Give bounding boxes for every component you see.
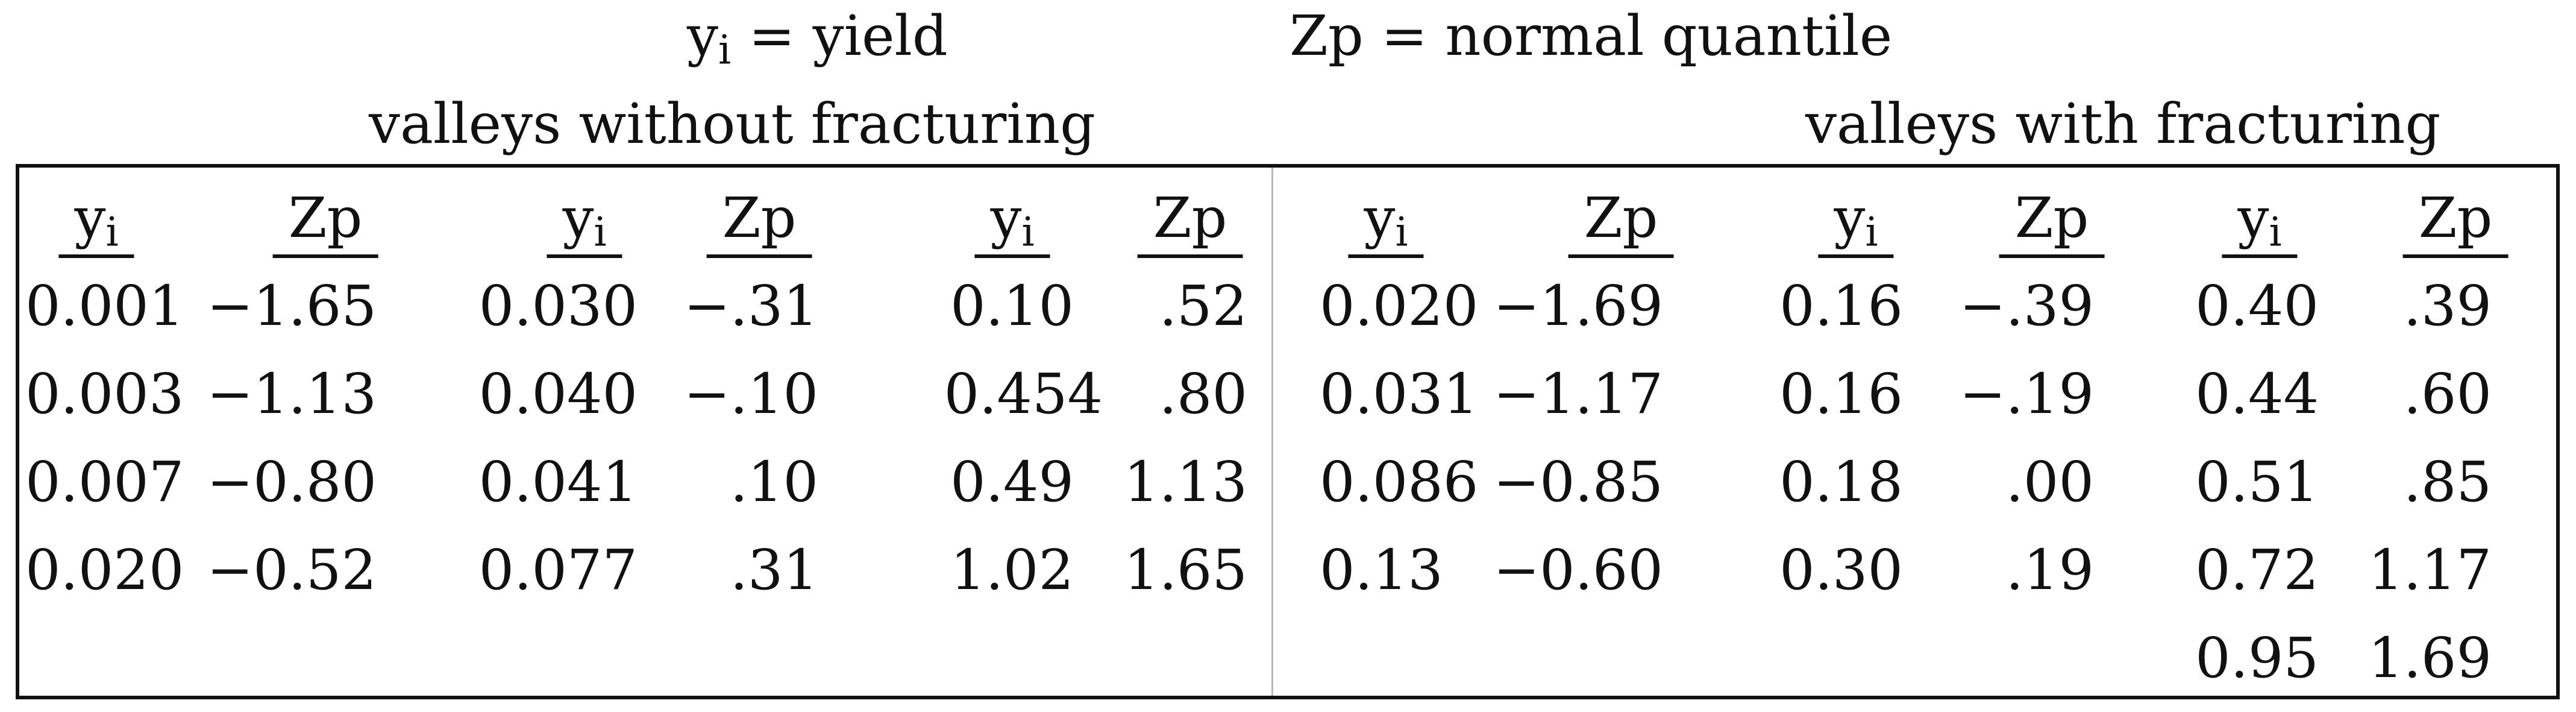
col6-zp-cell: .39 (2403, 274, 2492, 338)
col3-zp-cell: .52 (1159, 274, 1247, 338)
col4-yield-cell: 0.031 (1320, 362, 1479, 426)
col3-yield-cell: 0.10 (950, 274, 1074, 338)
col3-zp-cell: 1.65 (1124, 538, 1247, 602)
col1-yield-header: yi (58, 191, 134, 258)
yield-subscript: i (718, 27, 732, 74)
col4-yield-cell: 0.086 (1320, 450, 1479, 514)
col5-zp-header: Zp (1999, 191, 2105, 258)
col4-zp-cell: −0.85 (1493, 450, 1663, 514)
col2-yield-header: yi (547, 191, 622, 258)
col1-yield-cell: 0.001 (25, 274, 184, 338)
col6-zp-cell: .85 (2403, 450, 2492, 514)
col2-yield-cell: 0.040 (478, 362, 638, 426)
col4-zp-cell: −1.17 (1493, 362, 1663, 426)
col5-zp-cell: −.19 (1959, 362, 2094, 426)
col5-zp-cell: .00 (2005, 450, 2094, 514)
col1-yield-cell: 0.007 (25, 450, 184, 514)
group-divider (1271, 168, 1273, 696)
col4-zp-cell: −1.69 (1493, 274, 1663, 338)
group-title-with-fracturing: valleys with fracturing (1805, 92, 2441, 156)
col2-yield-cell: 0.041 (478, 450, 638, 514)
col6-yield-cell: 0.44 (2195, 362, 2319, 426)
quantile-legend: Zp = normal quantile (1290, 4, 1893, 68)
col3-zp-header: Zp (1137, 191, 1243, 258)
col1-zp-cell: −0.80 (207, 450, 377, 514)
col1-yield-cell: 0.003 (25, 362, 184, 426)
col5-yield-cell: 0.30 (1779, 538, 1903, 602)
col4-zp-header: Zp (1568, 191, 1674, 258)
col2-yield-cell: 0.030 (478, 274, 638, 338)
col5-zp-cell: −.39 (1959, 274, 2094, 338)
col6-zp-cell: 1.17 (2368, 538, 2492, 602)
yield-legend-text: = yield (731, 4, 948, 68)
col2-yield-cell: 0.077 (478, 538, 638, 602)
col4-zp-cell: −0.60 (1493, 538, 1663, 602)
yield-symbol: y (687, 4, 718, 68)
col4-yield-cell: 0.020 (1320, 274, 1479, 338)
data-table-frame (16, 164, 2560, 699)
col3-yield-cell: 1.02 (950, 538, 1074, 602)
col6-zp-cell: 1.69 (2368, 626, 2492, 690)
col6-zp-header: Zp (2402, 191, 2509, 258)
col1-zp-header: Zp (272, 191, 378, 258)
col5-yield-cell: 0.16 (1779, 362, 1903, 426)
col6-zp-cell: .60 (2403, 362, 2492, 426)
col6-yield-header: yi (2222, 191, 2298, 258)
col3-yield-header: yi (974, 191, 1050, 258)
col2-zp-cell: .10 (730, 450, 818, 514)
col1-zp-cell: −1.65 (207, 274, 377, 338)
col5-yield-cell: 0.16 (1779, 274, 1903, 338)
col2-zp-cell: −.31 (683, 274, 818, 338)
col2-zp-cell: −.10 (683, 362, 818, 426)
col6-yield-cell: 0.72 (2195, 538, 2319, 602)
col3-yield-cell: 0.49 (950, 450, 1074, 514)
col5-yield-header: yi (1818, 191, 1894, 258)
col1-zp-cell: −1.13 (207, 362, 377, 426)
col1-zp-cell: −0.52 (207, 538, 377, 602)
col3-zp-cell: .80 (1159, 362, 1247, 426)
col4-yield-header: yi (1348, 191, 1424, 258)
col5-yield-cell: 0.18 (1779, 450, 1903, 514)
yield-legend: yi = yield (687, 8, 948, 71)
col4-yield-cell: 0.13 (1320, 538, 1443, 602)
col1-yield-cell: 0.020 (25, 538, 184, 602)
col3-zp-cell: 1.13 (1124, 450, 1247, 514)
col5-zp-cell: .19 (2005, 538, 2094, 602)
col6-yield-cell: 0.51 (2195, 450, 2319, 514)
col6-yield-cell: 0.95 (2195, 626, 2319, 690)
col6-yield-cell: 0.40 (2195, 274, 2319, 338)
group-title-without-fracturing: valleys without fracturing (369, 92, 1095, 156)
col2-zp-header: Zp (706, 191, 812, 258)
col2-zp-cell: .31 (730, 538, 818, 602)
col3-yield-cell: 0.454 (944, 362, 1103, 426)
